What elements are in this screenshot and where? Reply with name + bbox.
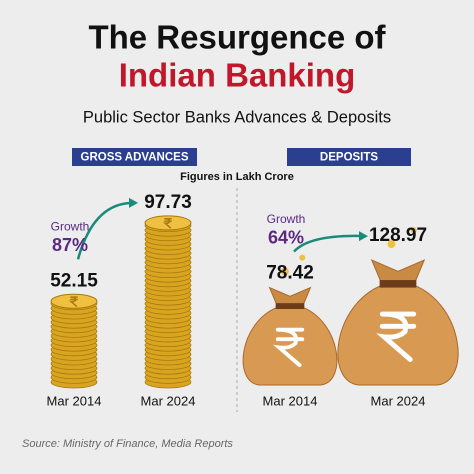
rupee-symbol	[273, 327, 305, 368]
value-label: 97.73	[144, 192, 192, 213]
growth-arrowhead	[359, 231, 368, 242]
category-label: Mar 2014	[47, 393, 102, 408]
coin-stack	[50, 293, 98, 389]
category-label: Mar 2024	[371, 393, 426, 408]
coin-deco	[299, 254, 306, 261]
value-label: 128.97	[369, 225, 427, 246]
money-bag	[242, 254, 338, 386]
growth-arrow	[293, 234, 367, 253]
panel-title: GROSS ADVANCES	[81, 152, 189, 164]
value-label: 78.42	[266, 263, 314, 284]
category-label: Mar 2014	[263, 393, 318, 408]
title-line-2: Indian Banking	[119, 57, 356, 94]
title-line-1: The Resurgence of	[88, 19, 386, 56]
money-bag	[337, 227, 459, 386]
bag-tie	[275, 303, 305, 310]
rupee-symbol	[376, 311, 417, 362]
growth-arrowhead	[129, 197, 138, 208]
coin-stack	[144, 215, 192, 389]
growth-value: 87%	[52, 235, 88, 255]
growth-arrow	[76, 201, 137, 260]
growth-label: Growth	[267, 212, 306, 226]
growth-value: 64%	[268, 227, 304, 247]
source: Source: Ministry of Finance, Media Repor…	[22, 438, 233, 450]
coin-deco	[387, 240, 396, 249]
bag-tie	[379, 280, 417, 288]
coin-deco	[410, 227, 417, 234]
rupee-symbol	[162, 217, 172, 229]
subtitle: Public Sector Banks Advances & Deposits	[83, 108, 391, 126]
coin-deco	[280, 267, 289, 276]
panel-title: DEPOSITS	[320, 152, 378, 164]
rupee-symbol	[68, 296, 78, 307]
panel-header	[72, 148, 197, 166]
panel-header	[287, 148, 411, 166]
category-label: Mar 2024	[141, 393, 196, 408]
value-label: 52.15	[50, 270, 98, 291]
growth-label: Growth	[51, 219, 90, 233]
note: Figures in Lakh Crore	[180, 171, 294, 183]
